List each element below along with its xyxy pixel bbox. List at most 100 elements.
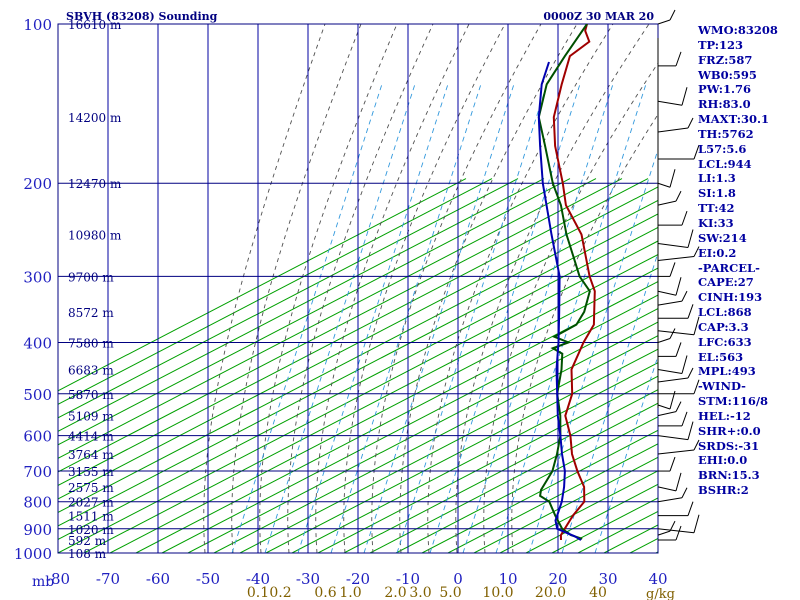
wind-barb-flag [669,520,676,532]
wind-barb-flag [687,367,694,379]
height-label: 3764 m [68,448,114,462]
height-label: 7580 m [68,336,114,350]
dry-adiabat-line [135,280,658,553]
height-label: 5870 m [68,388,114,402]
dewpoint-trace [537,24,591,540]
pressure-tick-label: 300 [23,268,52,286]
mixing-ratio-line [528,148,658,553]
pressure-tick-label: 600 [23,428,52,446]
wind-barb-flag [675,525,682,541]
stat-item: PW:1.76 [698,82,752,97]
sounding-traces [537,24,596,541]
wind-barb [657,200,677,206]
stat-item: TT:42 [698,201,735,216]
stat-item: EI:0.2 [698,245,737,260]
mixing-ratio-line [462,83,614,553]
temperature-tick-label: 10 [498,570,517,588]
stat-item: EL:563 [698,349,744,364]
dry-adiabat-line [473,456,658,553]
temperature-tick-label: -40 [246,570,270,588]
dry-adiabat-line [58,186,658,500]
mixing-ratio-line [330,83,482,553]
dry-adiabat-line [161,294,658,553]
stat-item: MPL:493 [698,364,756,379]
mixing-ratio-label: 0.6 [314,585,336,600]
wind-barb [657,530,671,536]
mixing-ratio-line [231,83,383,553]
height-label: 2575 m [68,481,114,495]
dry-adiabat-line [499,470,658,553]
wind-barb-flag [675,342,682,357]
wind-barb-flag [681,87,688,106]
mixing-ratio-label: 10.0 [482,585,513,600]
dry-adiabat-line [786,179,800,553]
wind-barb-flag [693,439,700,451]
wind-barb-flag [681,411,688,427]
stat-item: TH:5762 [698,126,754,141]
dry-adiabat-line [525,483,658,553]
pressure-tick-label: 900 [23,521,52,539]
wind-barb-flag [675,277,682,296]
wind-barb [657,256,695,262]
wind-barb [657,300,683,306]
temperature-tick-label: -60 [146,570,170,588]
height-label: 5109 m [68,410,114,424]
moist-adiabat-line [259,24,398,553]
height-label: 9700 m [68,270,114,284]
stat-item: CINH:193 [698,290,763,305]
pressure-tick-label: 400 [23,334,52,352]
moist-adiabat-line [427,24,614,553]
dry-adiabat-line [58,178,545,432]
stat-item: FRZ:587 [698,52,753,67]
wind-barb [657,100,683,106]
stat-item: LFC:633 [698,334,752,349]
pressure-tick-label: 800 [23,494,52,512]
stat-item: HEL:-12 [698,408,751,423]
wind-barb [657,497,683,503]
moist-adiabat-line [483,62,658,553]
wind-barb [657,330,695,336]
mixing-ratio-label: 0.2 [269,585,291,600]
moist-adiabat-line [231,24,362,553]
height-label: 592 m [68,534,107,548]
wind-barb-flag [693,144,700,160]
wind-barb-flag [687,421,694,440]
mixing-ratio-label: 1.0 [339,585,361,600]
dry-adiabat-line [317,375,658,553]
wind-barb-flag [669,9,676,21]
temperature-tick-label: 0 [453,570,463,588]
dry-adiabat-line [58,178,649,486]
wind-barb [657,411,677,417]
wind-barb-flag [693,514,700,533]
stat-item: KI:33 [698,215,734,230]
stat-item: BRN:15.3 [698,468,760,483]
stat-item: WB0:595 [698,67,757,82]
stat-item: LCL:868 [698,305,752,320]
dry-adiabat-line [58,199,658,514]
dry-adiabat-line [83,253,658,553]
wind-barb-flag [669,169,676,188]
dry-adiabat-line [58,178,571,446]
wind-barb-flag [687,229,694,248]
stat-item: LI:1.3 [698,171,736,186]
wind-barb-flag [669,328,676,339]
dry-adiabat-line [58,178,493,405]
stat-item: -PARCEL- [698,260,760,275]
wind-barb-flag [675,51,682,67]
stat-item: SW:214 [698,230,747,245]
pressure-tick-label: 100 [23,16,52,34]
wind-barb-flag [669,456,676,472]
pressure-unit-label: mb [32,574,54,590]
stat-item: SRDS:-31 [698,438,760,453]
dry-adiabat-line [58,213,658,527]
sounding-indices-panel: WMO:83208 TP:123 FRZ:587 WB0:595 PW:1.76 RH:8… [698,23,778,498]
stat-item: SI:1.8 [698,186,736,201]
moist-adiabat-line [315,24,470,553]
wind-barb-flag [675,190,682,202]
wind-barb-flag [687,117,694,129]
wind-barb-flag [669,262,676,277]
wind-barb [657,435,689,441]
dry-adiabat-line [58,178,467,392]
temperature-tick-label: -80 [46,570,70,588]
